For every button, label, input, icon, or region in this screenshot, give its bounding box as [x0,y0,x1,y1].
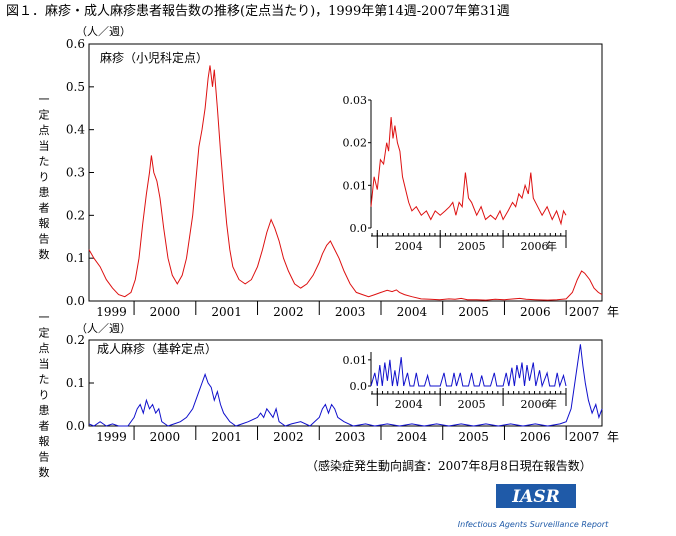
adult-measles-x-tick-label: 2003 [335,430,366,444]
adult-measles-x-tick-label: 2002 [273,430,304,444]
adult-measles-chart-title: 成人麻疹（基幹定点） [97,341,217,356]
adult-measles-inset-y-tick-label: 0.0 [350,380,368,393]
measles-x-tick-label: 2006 [520,305,551,319]
measles-inset-x-tick-label: 2005 [458,240,486,253]
adult-measles-y-tick-label: 0.0 [66,419,85,433]
measles-x-tick-label: 2004 [397,305,428,319]
measles-x-suffix: 年 [607,305,619,319]
adult-measles-inset-x-tick-label: 2004 [395,398,423,411]
measles-inset-x-tick-label: 2004 [395,240,423,253]
measles-chart-title: 麻疹（小児科定点） [100,50,208,65]
measles-y-tick-label: 0.0 [66,294,85,308]
iasr-caption: Infectious Agents Surveillance Report [458,520,609,529]
measles-x-tick-label: 1999 [96,305,127,319]
measles-x-tick-label: 2003 [335,305,366,319]
measles-unit-label: （人／週） [76,25,131,38]
adult-measles-unit-label: （人／週） [76,322,131,335]
measles-y-tick-label: 0.5 [66,80,85,94]
adult-measles-x-tick-label: 2006 [520,430,551,444]
measles-series-line [88,65,603,301]
adult-measles-y-tick-label: 0.2 [66,333,85,347]
measles-y-tick-label: 0.1 [66,251,85,265]
source-note: （感染症発生動向調査：2007年8月8日現在報告数） [306,458,592,473]
adult-measles-chart: 一定点当たり患者報告数 （人／週） 成人麻疹（基幹定点） 0.0 0.1 0.2 1999 2… [39,311,620,479]
iasr-logo-box [496,484,576,508]
adult-measles-x-tick-label: 2001 [211,430,242,444]
measles-chart: 一定点当たり患者報告数 （人／週） 麻疹（小児科定点） 0.0 0.1 0.2 0.3 0.4… [39,25,620,319]
iasr-logo: IASR [496,484,576,508]
adult-measles-inset-x-suffix: 年 [546,397,557,411]
measles-inset-y-tick-label: 0.03 [343,94,368,107]
measles-y-tick-label: 0.4 [66,123,85,137]
measles-x-tick-label: 2001 [211,305,242,319]
adult-measles-inset-series-line [370,357,567,388]
measles-x-tick-label: 2007 [569,305,600,319]
measles-y-tick-label: 0.3 [66,166,85,180]
measles-inset-y-tick-label: 0.01 [343,179,368,192]
adult-measles-y-axis-label: 一定点当たり患者報告数 [39,311,50,479]
measles-inset-y-tick-label: 0.02 [343,137,368,150]
figure-title: 図１．麻疹・成人麻疹患者報告数の推移(定点当たり)，1999年第14週-2007… [6,3,510,19]
adult-measles-inset-x-tick-label: 2005 [458,398,486,411]
measles-y-tick-label: 0.6 [66,37,85,51]
adult-measles-x-tick-label: 2004 [397,430,428,444]
adult-measles-x-tick-label: 2000 [150,430,181,444]
measles-x-tick-label: 2005 [458,305,489,319]
measles-inset-x-tick-label: 2006 [521,240,549,253]
adult-measles-inset-y-tick-label: 0.01 [343,354,368,367]
iasr-logo-text: IASR [511,487,560,507]
adult-measles-x-suffix: 年 [607,430,619,444]
measles-y-tick-label: 0.2 [66,208,85,222]
measles-x-tick-label: 2002 [273,305,304,319]
adult-measles-inset-x-tick-label: 2006 [521,398,549,411]
adult-measles-series-line [88,344,603,427]
adult-measles-x-tick-label: 2005 [458,430,489,444]
measles-inset-x-suffix: 年 [546,239,557,253]
adult-measles-x-tick-label: 1999 [96,430,127,444]
adult-measles-y-tick-label: 0.1 [66,376,85,390]
adult-measles-x-tick-label: 2007 [569,430,600,444]
measles-x-tick-label: 2000 [150,305,181,319]
measles-y-axis-label: 一定点当たり患者報告数 [39,93,50,261]
measles-plot-frame [88,43,603,302]
measles-inset-series-line [370,117,567,226]
measles-inset-y-tick-label: 0.0 [350,222,368,235]
